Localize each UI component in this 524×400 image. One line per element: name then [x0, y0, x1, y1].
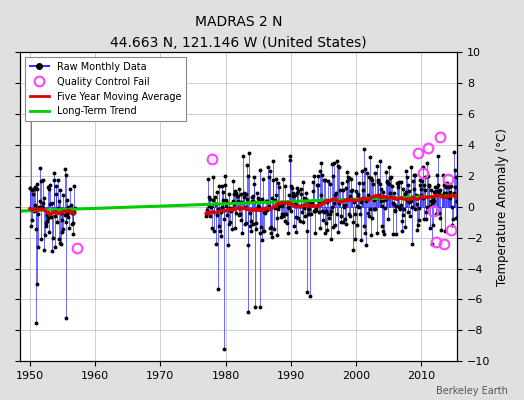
Y-axis label: Temperature Anomaly (°C): Temperature Anomaly (°C)	[496, 128, 509, 286]
Legend: Raw Monthly Data, Quality Control Fail, Five Year Moving Average, Long-Term Tren: Raw Monthly Data, Quality Control Fail, …	[25, 57, 186, 121]
Title: MADRAS 2 N
44.663 N, 121.146 W (United States): MADRAS 2 N 44.663 N, 121.146 W (United S…	[111, 15, 367, 50]
Text: Berkeley Earth: Berkeley Earth	[436, 386, 508, 396]
